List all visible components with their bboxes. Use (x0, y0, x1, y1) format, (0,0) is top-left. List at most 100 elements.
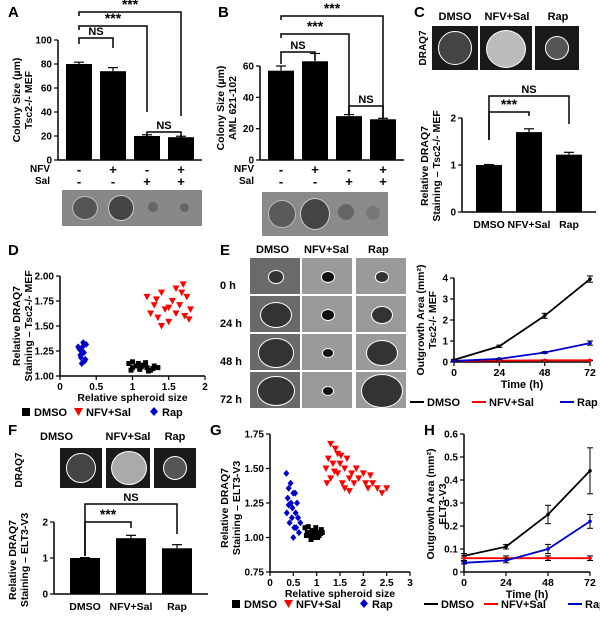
outgrowth-image (302, 296, 352, 332)
x-tick-label: 0 (451, 367, 457, 379)
legend-label-dmso: DMSO (244, 599, 277, 611)
treatment-sign: + (311, 162, 319, 177)
point-rap (462, 561, 466, 565)
point-rap (504, 558, 508, 563)
sig-bracket-3 (280, 15, 384, 118)
bar-1 (100, 71, 126, 160)
point-nfv-sal (176, 302, 184, 309)
legend-label-dmso: DMSO (441, 599, 474, 611)
legend-label-dmso: DMSO (34, 407, 67, 419)
point-rap (287, 479, 294, 487)
point-nfv-sal (331, 445, 339, 453)
x-axis-label: Relative spheroid size (77, 392, 187, 404)
legend-marker-nfv-sal (284, 600, 293, 608)
treatment-sign: + (345, 174, 353, 189)
point-dmso (302, 525, 308, 531)
bar-3 (168, 137, 194, 160)
point-nfv-sal (322, 465, 330, 472)
sig-bracket-ns-2-label: NS (521, 84, 536, 96)
x-tick-label: Rap (167, 601, 187, 613)
sig-bracket-ns-4 (348, 105, 384, 118)
outgrowth-image (250, 334, 300, 370)
panel-label-g: G (210, 422, 222, 439)
sig-bracket-ns-2 (488, 95, 570, 140)
draq7-label: DRAQ7 (14, 452, 25, 487)
x-tick-label: Rap (559, 219, 579, 231)
y-tick-label: 20 (243, 124, 255, 135)
point-nfv-sal (179, 281, 187, 288)
series-line-dmso (463, 470, 591, 557)
legend-label-rap: Rap (585, 599, 600, 611)
y-tick-label: 1 (450, 161, 456, 172)
y-tick-label: 1.25 (245, 499, 265, 510)
point-rap (588, 519, 592, 524)
bar-1 (302, 61, 328, 160)
point-nfv-sal (355, 475, 363, 482)
colony-images-b (262, 192, 388, 236)
treatment-sign: - (279, 162, 283, 177)
point-rap (292, 509, 299, 517)
y-tick-label: 100 (35, 36, 52, 47)
y-tick-label: 1.00 (245, 533, 265, 544)
point-rap (293, 524, 300, 532)
point-dmso (307, 532, 313, 538)
point-nfv-sal (147, 310, 155, 317)
img-label-rap: Rap (165, 431, 186, 443)
point-rap (83, 340, 90, 348)
point-nfv-sal (542, 358, 547, 363)
bar-1 (116, 538, 146, 594)
row-label-nfv: NFV (234, 164, 254, 175)
y-tick-label: 0.3 (444, 499, 458, 510)
point-rap (78, 354, 85, 362)
outgrowth-image (356, 334, 406, 370)
y-tick-label: 0 (452, 568, 458, 579)
sig-bracket-3-label: *** (122, 0, 139, 12)
x-tick-label: 1.5 (333, 578, 347, 589)
x-tick-label: 0 (57, 382, 63, 393)
x-tick-label: DMSO (473, 219, 505, 231)
point-dmso (138, 364, 144, 370)
point-nfv-sal (143, 293, 151, 301)
point-nfv-sal (369, 480, 377, 487)
draq7-image-c-rap (535, 26, 579, 70)
sig-bracket-ns-4-label: NS (358, 94, 373, 106)
point-nfv-sal (165, 318, 173, 326)
y-tick-label: 0 (46, 156, 52, 167)
y-tick-label: 0.5 (444, 453, 458, 464)
point-nfv-sal (158, 323, 165, 330)
panel-label-a: A (8, 4, 19, 21)
point-nfv-sal (178, 289, 186, 297)
draq7-image-f-dmso (60, 448, 102, 488)
outgrowth-image (250, 296, 300, 332)
row-label-sal: Sal (239, 176, 254, 187)
treatment-sign: + (379, 174, 387, 189)
point-dmso (126, 361, 132, 366)
col-label-nfvsal: NFV+Sal (304, 244, 349, 256)
x-tick-label: NFV+Sal (508, 219, 551, 231)
panel-label-b: B (218, 4, 229, 21)
point-nfv-sal (327, 475, 335, 482)
point-dmso (504, 544, 508, 549)
x-tick-label: 0.5 (286, 578, 300, 589)
x-tick-label: 0.5 (89, 382, 103, 393)
treatment-sign: - (145, 162, 149, 177)
treatment-sign: - (77, 174, 81, 189)
series-line-rap (453, 342, 591, 362)
sig-bracket-ns-1 (78, 37, 114, 48)
treatment-sign: + (109, 162, 117, 177)
point-nfv-sal (330, 468, 338, 475)
y-tick-label: 60 (243, 62, 255, 73)
draq7-image-c-dmso (432, 26, 478, 70)
point-dmso (130, 359, 135, 365)
panel-label-e: E (220, 242, 231, 259)
outgrowth-image-grid: DMSO NFV+Sal Rap 0 h 24 h 48 h 72 h (220, 244, 412, 420)
bar-0 (476, 165, 502, 212)
treatment-sign: + (143, 174, 151, 189)
point-nfv-sal (329, 460, 337, 468)
chart-f: DRAQ7 DMSO NFV+Sal Rap Relative DRAQ7 Stainin… (7, 431, 208, 613)
panel-label-f: F (8, 422, 18, 439)
sig-bracket-3-label: *** (324, 0, 341, 16)
panel-label-d: D (8, 242, 19, 259)
y-tick-label: 1 (442, 337, 448, 348)
draq7-label: DRAQ7 (418, 30, 429, 65)
